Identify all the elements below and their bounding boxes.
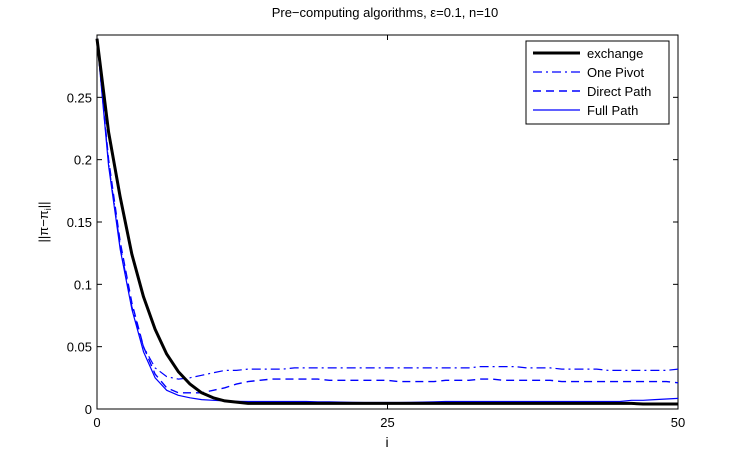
y-tick-label: 0.1	[74, 277, 92, 292]
y-tick-label: 0.15	[67, 215, 92, 230]
y-axis-label-main: ||π−π	[36, 210, 51, 242]
legend-box	[525, 40, 670, 125]
series-line-exchange	[95, 38, 678, 406]
y-tick-label: 0.25	[67, 90, 92, 105]
y-axis-label-subscript: i	[43, 208, 53, 210]
legend-label-full-path: Full Path	[587, 103, 638, 118]
y-axis-label-tail: ||	[36, 201, 51, 208]
legend-label-exchange: exchange	[587, 46, 643, 61]
legend-label-direct-path: Direct Path	[587, 84, 651, 99]
y-axis-label: ||π−πi||	[36, 201, 53, 242]
series-layer	[95, 38, 679, 406]
y-tick-label: 0	[85, 402, 92, 417]
y-tick-label: 0.05	[67, 340, 92, 355]
x-tick-label: 0	[93, 415, 100, 430]
x-tick-label: 50	[671, 415, 685, 430]
legend: exchange One Pivot Direct Path Full Path	[525, 40, 670, 125]
legend-label-one-pivot: One Pivot	[587, 65, 644, 80]
x-axis-label: i	[385, 434, 388, 450]
axes-layer: 0 0.05 0.1 0.15 0.2 0.25 0 25 50	[67, 35, 685, 430]
y-tick-label: 0.2	[74, 153, 92, 168]
chart-title: Pre−computing algorithms, ε=0.1, n=10	[272, 5, 499, 20]
x-tick-label: 25	[380, 415, 394, 430]
series-line-one-pivot	[96, 38, 679, 380]
